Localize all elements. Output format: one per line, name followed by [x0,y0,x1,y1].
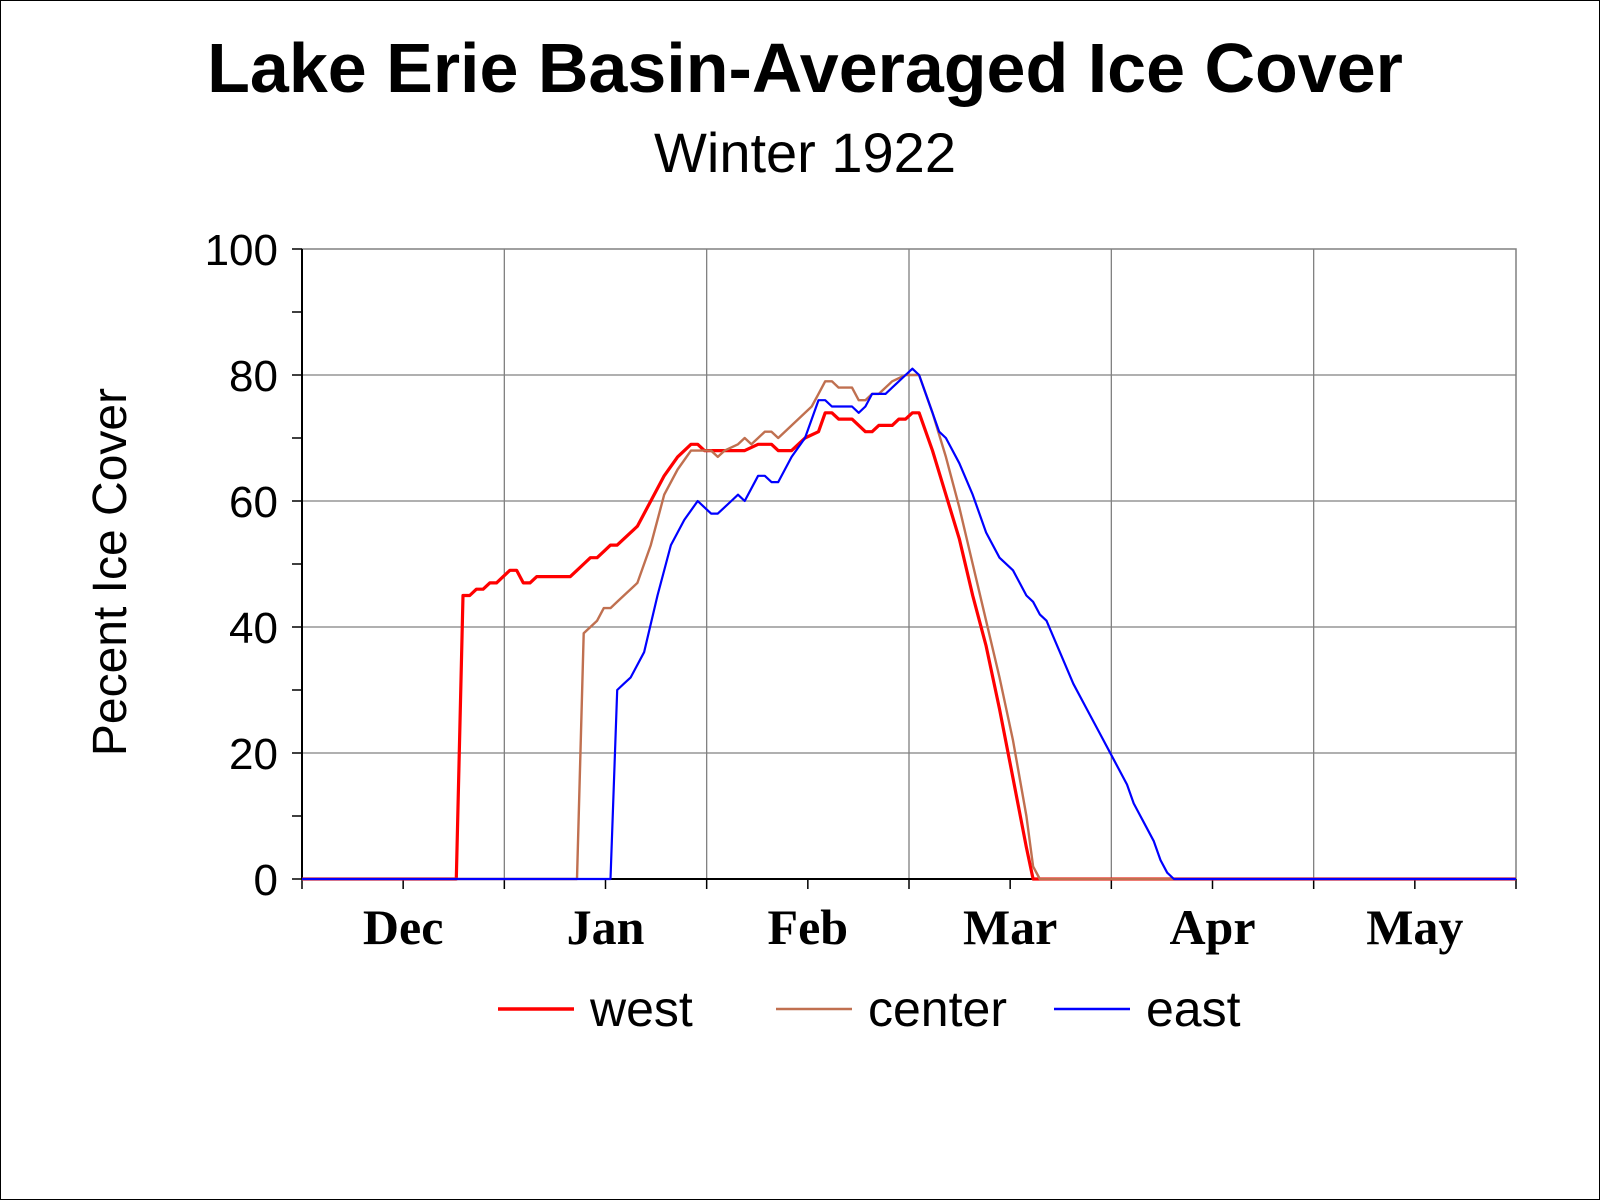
x-tick-label: Apr [1169,899,1255,955]
series-lines [302,367,1516,881]
legend-label-center: center [868,981,1007,1037]
y-axis-label: Pecent Ice Cover [84,388,137,756]
legend-label-east: east [1146,981,1241,1037]
y-tick-label: 80 [229,352,278,401]
y-tick-labels: 0 20 40 60 80 100 [205,226,278,905]
grid-lines [302,249,1516,879]
series-line-center [302,373,1516,881]
chart-subtitle: Winter 1922 [654,121,956,184]
y-tick-label: 0 [254,856,278,905]
legend: west center east [498,981,1241,1037]
x-tick-label: Dec [363,899,444,955]
x-tick-label: Feb [768,899,849,955]
chart-title: Lake Erie Basin-Averaged Ice Cover [207,29,1403,107]
x-tick-label: Mar [963,899,1057,955]
axes [292,248,1517,889]
x-tick-labels: Dec Jan Feb Mar Apr May [363,899,1464,955]
y-tick-label: 40 [229,604,278,653]
legend-label-west: west [589,981,693,1037]
x-tick-label: May [1366,899,1463,955]
x-tick-label: Jan [567,899,645,955]
y-tick-label: 60 [229,478,278,527]
series-line-east [302,367,1516,881]
y-tick-label: 20 [229,730,278,779]
y-tick-label: 100 [205,226,278,275]
